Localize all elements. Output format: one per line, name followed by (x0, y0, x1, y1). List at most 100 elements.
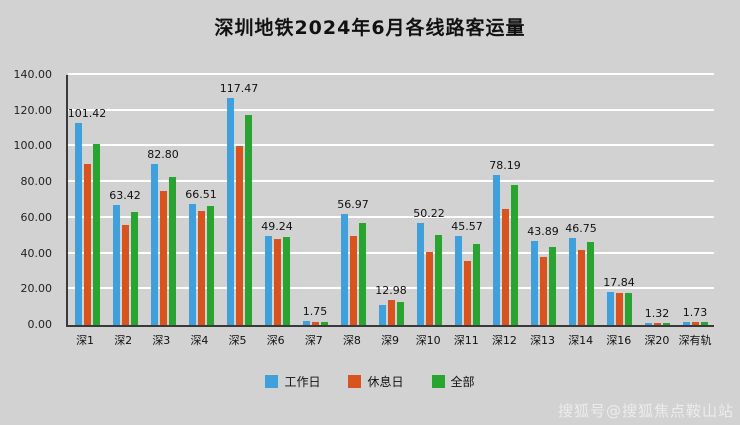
x-axis-category-label: 深20 (644, 334, 670, 347)
legend-label: 工作日 (284, 375, 321, 389)
bar-group: 12.98 (372, 75, 410, 325)
y-axis-tick-label: 40.00 (20, 246, 53, 260)
x-axis-category-label: 深5 (228, 334, 247, 347)
bar-group: 63.42 (106, 75, 144, 325)
bar-全部 (282, 237, 290, 325)
legend-label: 休息日 (367, 375, 404, 389)
bar-全部 (130, 211, 138, 325)
bar-工作日 (454, 235, 462, 325)
bar-全部 (434, 235, 442, 325)
x-axis-category-label: 深14 (568, 334, 594, 347)
value-label: 45.57 (451, 219, 483, 233)
bar-休息日 (463, 260, 471, 325)
bar-group: 43.89 (524, 75, 562, 325)
bar-全部 (624, 293, 632, 325)
bar-休息日 (83, 164, 91, 325)
gridline (68, 73, 714, 75)
y-axis-labels: 140.00 120.00 100.00 80.00 60.00 40.00 20.00 0.… (0, 68, 58, 331)
bar-工作日 (264, 235, 272, 325)
bar-全部 (396, 301, 404, 325)
legend-item: 全部 (431, 373, 475, 390)
bar-工作日 (340, 214, 348, 325)
legend-label: 全部 (450, 375, 475, 389)
bar-休息日 (311, 322, 319, 325)
value-label: 43.89 (527, 225, 559, 239)
x-axis-category-label: 深11 (453, 334, 479, 347)
value-label: 66.51 (185, 187, 217, 201)
bar-工作日 (492, 175, 500, 325)
bar-group: 49.24 (258, 75, 296, 325)
bar-休息日 (501, 208, 509, 325)
bar-group: 66.51 (182, 75, 220, 325)
bar-休息日 (653, 322, 661, 325)
value-label: 78.19 (489, 159, 521, 172)
bar-休息日 (197, 210, 205, 325)
bar-全部 (206, 206, 214, 325)
bar-休息日 (615, 292, 623, 325)
x-axis-category-label: 深13 (530, 334, 556, 347)
bar-全部 (358, 223, 366, 325)
bar-工作日 (112, 205, 120, 325)
value-label: 101.42 (67, 107, 107, 121)
legend-item: 工作日 (265, 373, 320, 390)
bar-group: 1.75 (296, 75, 334, 325)
gridline (68, 144, 714, 147)
value-label: 56.97 (337, 198, 369, 212)
bar-全部 (662, 322, 670, 325)
bar-工作日 (606, 291, 614, 325)
y-axis-tick-label: 120.00 (13, 103, 53, 117)
legend-swatch (265, 375, 279, 388)
bar-全部 (92, 143, 100, 325)
value-label: 50.22 (413, 207, 445, 221)
bar-工作日 (302, 321, 310, 325)
x-axis-category-label: 深有轨 (678, 334, 712, 347)
bar-休息日 (577, 250, 585, 325)
gridline (68, 251, 714, 254)
bar-group: 101.42 (68, 75, 106, 325)
bar-group: 1.32 (638, 75, 676, 325)
bar-休息日 (159, 191, 167, 325)
legend-item: 休息日 (348, 373, 404, 390)
gridline (68, 108, 714, 111)
legend-swatch (348, 375, 362, 388)
bar-全部 (510, 185, 518, 325)
bar-全部 (700, 321, 708, 325)
bar-休息日 (349, 235, 357, 325)
bar-group: 82.80 (144, 75, 182, 325)
gridline (68, 287, 714, 290)
bar-全部 (320, 321, 328, 325)
bar-groups: 101.42 63.42 82.80 66.51 117.47 49.24 1.75 56.9… (68, 75, 714, 325)
bar-工作日 (416, 223, 424, 325)
bar-休息日 (691, 321, 699, 325)
bar-工作日 (644, 322, 652, 325)
bar-休息日 (121, 225, 129, 325)
x-axis-category-label: 深10 (415, 334, 441, 347)
bar-工作日 (74, 123, 82, 325)
x-axis-category-label: 深12 (491, 334, 517, 347)
x-axis-labels: 深1 深2 深3 深4 深5 深6 深7 深8 深9 深10 深11 深12 深13 深14 深16 深20 深… (66, 332, 714, 348)
chart-title: 深圳地铁2024年6月各线路客运量 (214, 17, 526, 39)
value-label: 82.80 (147, 148, 179, 162)
bar-工作日 (568, 237, 576, 325)
x-axis-category-label: 深16 (606, 334, 632, 347)
bar-休息日 (425, 251, 433, 325)
y-axis-tick-label: 100.00 (13, 139, 53, 153)
bar-group: 46.75 (562, 75, 600, 325)
y-axis-tick-label: 60.00 (20, 210, 53, 224)
bar-休息日 (235, 146, 243, 325)
bar-工作日 (530, 241, 538, 325)
value-label: 1.32 (644, 306, 670, 320)
bar-group: 1.73 (676, 75, 714, 325)
bar-休息日 (539, 257, 547, 325)
plot-area: 101.42 63.42 82.80 66.51 117.47 49.24 1.75 56.9… (66, 73, 714, 327)
x-axis-category-label: 深1 (76, 334, 95, 347)
x-axis-category-label: 深3 (152, 334, 171, 347)
x-axis-category-label: 深6 (266, 334, 285, 347)
bar-group: 45.57 (448, 75, 486, 325)
x-axis-category-label: 深9 (381, 334, 400, 347)
value-label: 17.84 (603, 275, 635, 289)
bar-全部 (586, 241, 594, 325)
bar-group: 50.22 (410, 75, 448, 325)
value-label: 49.24 (261, 219, 293, 233)
